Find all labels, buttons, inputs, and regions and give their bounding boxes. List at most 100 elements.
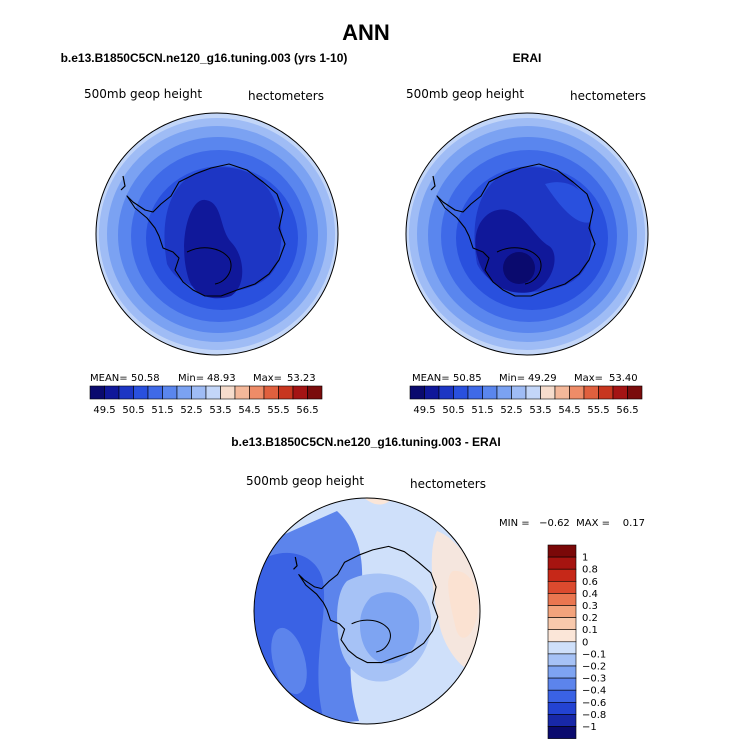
- colorbar-swatch: [583, 385, 599, 400]
- panel-1-max-value: 53.23: [287, 373, 316, 384]
- antarctica-coastline-island: [293, 556, 298, 570]
- colorbar-tick-label: −0.8: [582, 710, 606, 721]
- colorbar-tick-label: −1: [582, 722, 597, 733]
- band-0 to 0.1: [357, 498, 397, 505]
- band-<49.5: [503, 252, 535, 284]
- colorbar-swatch: [547, 593, 577, 606]
- colorbar-tick-label: 49.5: [413, 405, 435, 416]
- colorbar-tick-label: 1: [582, 553, 588, 564]
- colorbar-swatch: [278, 385, 294, 400]
- panel-1-colorbar: 49.5 50.5 51.5 52.5 53.5 54.5 55.5 56.5: [89, 385, 323, 416]
- panel-2-max-label: Max=: [574, 373, 603, 384]
- colorbar-tick-label: −0.1: [582, 649, 606, 660]
- colorbar-tick-label: −0.3: [582, 674, 606, 685]
- panel-1-max-label: Max=: [253, 373, 282, 384]
- band-50.5-51: [545, 182, 592, 223]
- panel-1-title: b.e13.B1850C5CN.ne120_g16.tuning.003 (yr…: [61, 51, 348, 65]
- panel-3-variable-label: 500mb geop height: [246, 474, 364, 488]
- colorbar-swatch: [307, 385, 323, 400]
- colorbar-tick-label: 54.5: [558, 405, 580, 416]
- colorbar-swatch: [547, 605, 577, 618]
- colorbar-tick-label: 53.5: [209, 405, 231, 416]
- panel-3-minmax: MIN = −0.62 MAX = 0.17: [499, 518, 645, 529]
- colorbar-tick-label: 50.5: [122, 405, 144, 416]
- colorbar-swatch: [547, 714, 577, 727]
- antarctica-coastline-island: [120, 175, 126, 191]
- colorbar-swatch: [547, 689, 577, 703]
- colorbar-swatch: [162, 385, 178, 400]
- colorbar-swatch: [467, 385, 483, 400]
- panel-2-colorbar: 49.5 50.5 51.5 52.5 53.5 54.5 55.5 56.5: [409, 385, 643, 416]
- colorbar-swatch: [598, 385, 614, 400]
- colorbar-swatch: [547, 629, 577, 643]
- colorbar-swatch: [292, 385, 308, 400]
- colorbar-tick-label: −0.2: [582, 662, 606, 673]
- colorbar-swatch: [133, 385, 149, 400]
- panel-2-max-value: 53.40: [609, 373, 638, 384]
- band--0.3 to -0.2: [359, 592, 420, 664]
- panel-1-stats: MEAN= 50.58 Min= 48.93 Max= 53.23: [90, 373, 316, 384]
- colorbar-tick-label: −0.6: [582, 698, 606, 709]
- figure-title: ANN: [342, 20, 390, 45]
- colorbar-swatch: [525, 385, 541, 400]
- colorbar-swatch: [547, 641, 577, 655]
- antarctica-coastline-island: [430, 175, 436, 191]
- colorbar-swatch: [424, 385, 440, 400]
- panel-1-mean-value: 50.58: [131, 373, 160, 384]
- colorbar-swatch: [453, 385, 469, 400]
- panel-3-units-label: hectometers: [410, 477, 486, 491]
- colorbar-swatch: [263, 385, 279, 400]
- colorbar-swatch: [569, 385, 585, 400]
- colorbar-swatch: [547, 677, 577, 691]
- colorbar-tick-label: 54.5: [238, 405, 260, 416]
- panel-3-map: [254, 498, 480, 724]
- colorbar-tick-label: 56.5: [616, 405, 638, 416]
- colorbar-swatch: [249, 385, 265, 400]
- colorbar-swatch: [496, 385, 512, 400]
- panel-3-title: b.e13.B1850C5CN.ne120_g16.tuning.003 - E…: [231, 435, 500, 449]
- colorbar-swatch: [176, 385, 192, 400]
- colorbar-swatch: [234, 385, 250, 400]
- panel-1-variable-label: 500mb geop height: [84, 87, 202, 101]
- colorbar-tick-label: 0.3: [582, 601, 598, 612]
- colorbar-swatch: [220, 385, 236, 400]
- colorbar-tick-label: −0.4: [582, 686, 606, 697]
- colorbar-tick-label: 49.5: [93, 405, 115, 416]
- antarctica-coastline-ice-shelf: [186, 247, 232, 285]
- colorbar-swatch: [547, 580, 577, 594]
- colorbar-swatch: [547, 726, 577, 739]
- panel-1-mean-label: MEAN=: [90, 373, 128, 384]
- colorbar-swatch: [540, 385, 556, 400]
- panel-2-mean-label: MEAN=: [412, 373, 450, 384]
- colorbar-swatch: [191, 385, 207, 400]
- antarctica-coastline: [298, 545, 439, 664]
- colorbar-swatch: [205, 385, 221, 400]
- panel-3-coastline: [293, 545, 439, 664]
- colorbar-swatch: [547, 617, 577, 630]
- antarctica-coastline-ice-shelf: [496, 247, 542, 285]
- colorbar-tick-label: 53.5: [529, 405, 551, 416]
- panel-1-coastline: [120, 163, 286, 297]
- panel-1-min-value: 48.93: [207, 373, 236, 384]
- colorbar-swatch: [547, 701, 577, 715]
- colorbar-tick-label: 51.5: [151, 405, 173, 416]
- colorbar-swatch: [547, 556, 577, 570]
- band--0.4 to -0.3: [271, 627, 307, 695]
- panel-2-map-border: [405, 112, 649, 356]
- colorbar-swatch: [511, 385, 527, 400]
- panel-2-coastline: [430, 163, 596, 297]
- colorbar-swatch: [547, 653, 577, 667]
- panel-2-title: ERAI: [513, 51, 542, 65]
- antarctica-coastline: [436, 163, 596, 297]
- colorbar-swatch: [104, 385, 120, 400]
- colorbar-tick-label: 0.2: [582, 613, 598, 624]
- colorbar-swatch: [438, 385, 454, 400]
- panel-2-mean-value: 50.85: [453, 373, 482, 384]
- panel-2-stats: MEAN= 50.85 Min= 49.29 Max= 53.40: [412, 373, 638, 384]
- colorbar-swatch: [547, 665, 577, 679]
- colorbar-tick-label: 50.5: [442, 405, 464, 416]
- band-49.5-50: [475, 209, 555, 293]
- colorbar-tick-label: 0: [582, 637, 588, 648]
- colorbar-swatch: [627, 385, 643, 400]
